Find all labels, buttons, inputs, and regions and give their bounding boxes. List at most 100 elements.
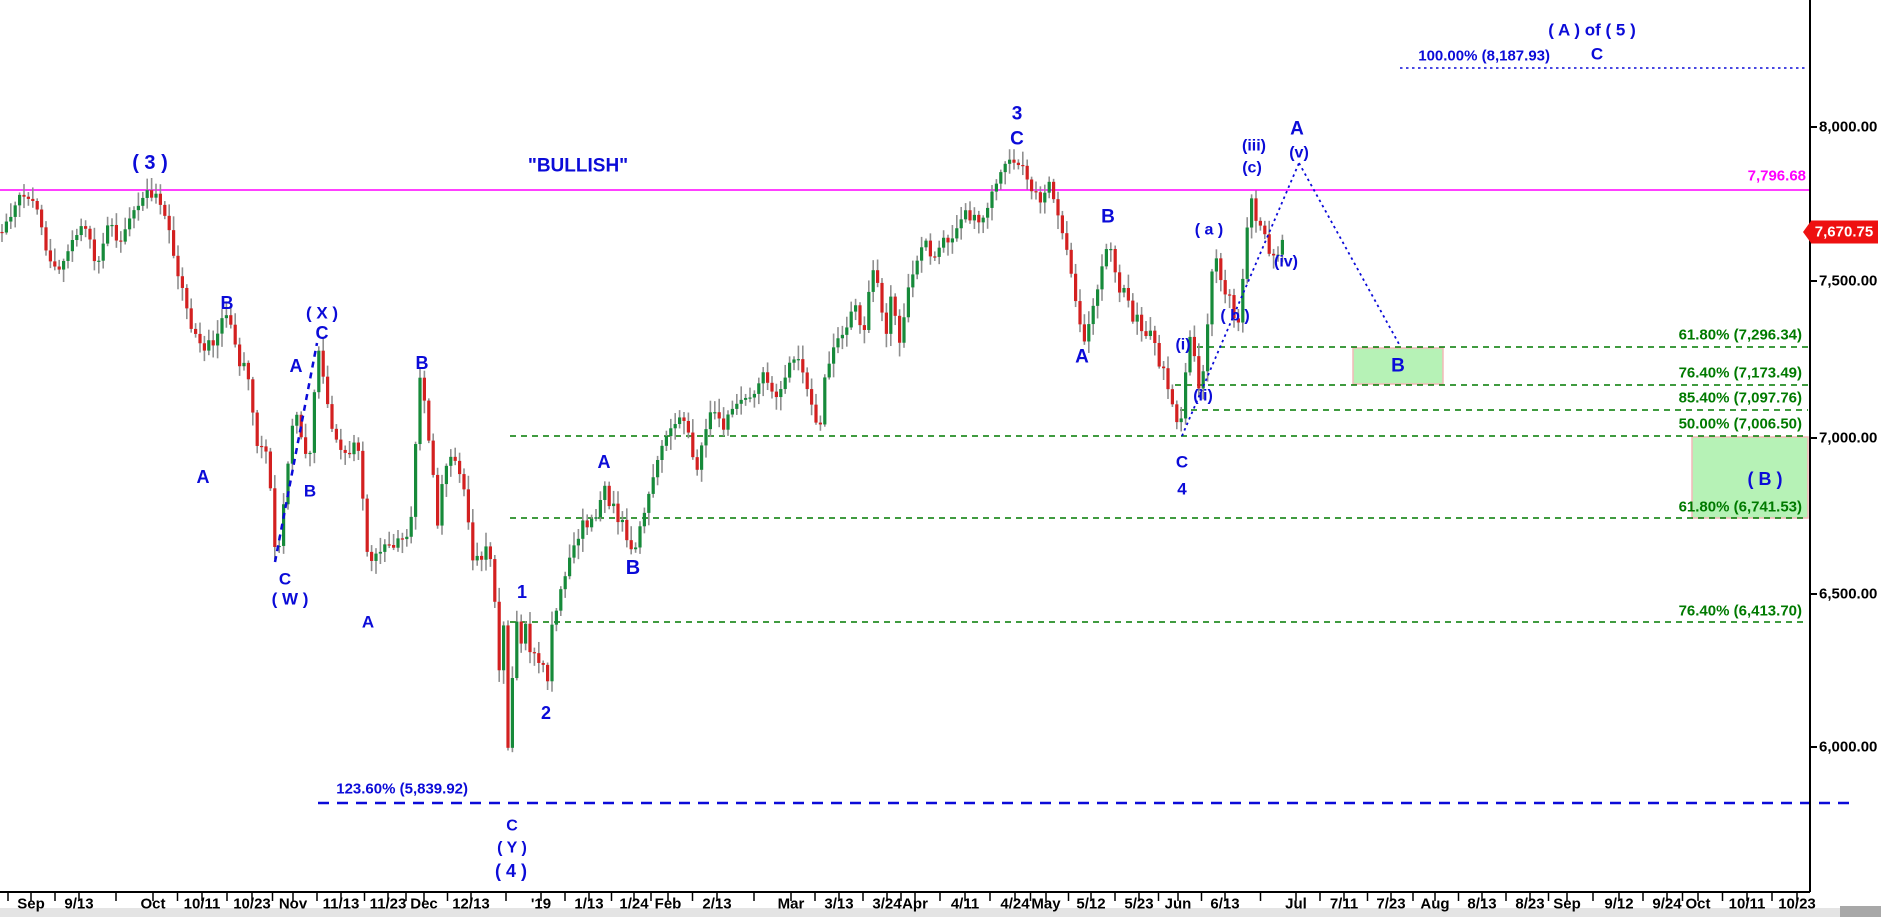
candle-down: [1219, 258, 1223, 281]
x-axis-label: 10/11: [1729, 896, 1766, 913]
y-axis-label: 8,000.00: [1819, 119, 1877, 136]
candle-down: [1162, 366, 1166, 369]
candle-down: [862, 325, 866, 330]
candle-up: [739, 399, 743, 404]
candle-up: [1096, 289, 1100, 306]
candle-up: [823, 377, 827, 425]
candle-down: [260, 445, 264, 448]
candle-up: [242, 362, 246, 367]
candle-down: [1232, 295, 1236, 319]
wave-label: A: [197, 467, 210, 487]
candle-up: [994, 183, 998, 192]
candle-down: [682, 417, 686, 421]
candle-up: [440, 484, 444, 526]
x-axis-label: 5/12: [1076, 896, 1105, 913]
candle-down: [361, 450, 365, 499]
fib-extension-1236-label: 123.60% (5,839.92): [336, 781, 468, 798]
wave-label: ( a ): [1195, 222, 1223, 239]
wave-label: A: [1075, 347, 1089, 368]
fib-levels-layer: 100.00% (8,187.93) 7,796.68 61.80% (7,296.…: [0, 48, 1850, 805]
candle-down: [1113, 249, 1117, 273]
candle-up: [1280, 239, 1284, 255]
candle-down: [968, 210, 972, 221]
candle-up: [66, 251, 70, 261]
candle-down: [1038, 192, 1042, 203]
candle-up: [62, 260, 66, 270]
candle-up: [955, 228, 959, 239]
x-axis-label: 12/13: [452, 896, 490, 913]
wave-label: ( A ) of ( 5 ): [1548, 21, 1636, 40]
target-boxes-layer: [1352, 347, 1809, 519]
candle-up: [713, 412, 717, 414]
candle-up: [673, 424, 677, 429]
candle-up: [832, 347, 836, 364]
candle-up: [136, 205, 140, 211]
candle-down: [1144, 331, 1148, 337]
candle-down: [339, 439, 343, 450]
candle-up: [669, 428, 673, 437]
candle-up: [915, 260, 919, 275]
candle-down: [1126, 288, 1130, 301]
x-axis-label: 8/13: [1467, 896, 1496, 913]
candle-up: [216, 333, 220, 346]
candle-up: [999, 172, 1003, 184]
candle-down: [268, 451, 272, 489]
candle-down: [1175, 404, 1179, 423]
wave-label: ( W ): [272, 590, 309, 609]
candle-up: [972, 214, 976, 221]
candle-down: [805, 372, 809, 390]
candle-up: [141, 197, 145, 206]
candle-up: [317, 350, 321, 393]
candle-up: [906, 287, 910, 318]
candle-up: [752, 393, 756, 398]
wave-label: "BULLISH": [528, 156, 628, 177]
candle-down: [158, 193, 162, 205]
candle-down: [1060, 215, 1064, 234]
x-axis-label: 9/24: [1652, 896, 1682, 913]
scroll-corner[interactable]: [1840, 906, 1881, 917]
candle-up: [70, 240, 74, 252]
candle-up: [145, 190, 149, 198]
x-axis-label: May: [1031, 896, 1061, 913]
candle-up: [563, 576, 567, 590]
candle-down: [546, 664, 550, 682]
x-axis-label: Oct: [1685, 896, 1710, 913]
candle-up: [414, 444, 418, 517]
candle-down: [880, 282, 884, 313]
candle-down: [893, 296, 897, 316]
x-axis-label: Sep: [1553, 896, 1581, 913]
wave-label: 1: [517, 582, 527, 602]
candle-down: [1170, 389, 1174, 405]
candle-up: [1087, 324, 1091, 342]
candle-up: [757, 383, 761, 394]
candle-down: [0, 231, 4, 234]
candle-down: [977, 214, 981, 223]
candle-up: [502, 625, 506, 671]
candle-up: [950, 238, 954, 243]
candle-down: [537, 653, 541, 663]
candle-up: [449, 456, 453, 466]
candle-down: [766, 372, 770, 383]
candle-up: [444, 465, 448, 485]
candle-up: [840, 334, 844, 339]
candle-up: [1184, 372, 1188, 419]
candle-up: [405, 536, 409, 540]
candle-down: [48, 250, 52, 262]
candle-up: [1003, 163, 1007, 173]
candle-up: [783, 377, 787, 390]
candle-down: [326, 376, 330, 405]
wave-label: A: [290, 356, 303, 376]
candle-down: [172, 230, 176, 256]
candle-down: [273, 488, 277, 547]
candle-up: [761, 372, 765, 384]
candle-up: [924, 240, 928, 248]
candle-up: [1047, 181, 1051, 193]
candle-down: [1197, 356, 1201, 389]
x-axis-label: 1/24: [619, 896, 649, 913]
candle-down: [387, 544, 391, 546]
candle-down: [1236, 318, 1240, 323]
candle-up: [220, 318, 224, 334]
candle-down: [92, 239, 96, 262]
candle-down: [400, 538, 404, 540]
